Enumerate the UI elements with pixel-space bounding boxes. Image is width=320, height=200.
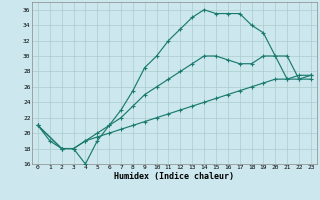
X-axis label: Humidex (Indice chaleur): Humidex (Indice chaleur) <box>115 172 234 181</box>
